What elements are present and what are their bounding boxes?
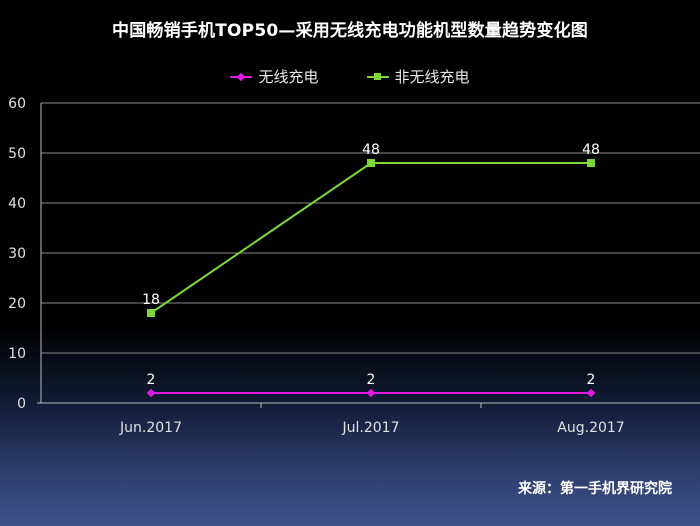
y-tick-label: 20	[8, 296, 26, 312]
x-tick-label: Aug.2017	[557, 420, 624, 436]
y-tick-label: 60	[8, 96, 26, 112]
source-note: 来源：第一手机界研究院	[518, 481, 672, 497]
legend-swatch-non-wireless	[366, 71, 389, 83]
data-label: 18	[142, 292, 160, 308]
data-point	[146, 388, 156, 398]
legend-label-wireless: 无线充电	[258, 68, 319, 86]
data-point	[147, 309, 155, 317]
x-tick-label: Jul.2017	[342, 420, 400, 436]
data-label: 48	[362, 142, 380, 158]
data-label: 2	[367, 372, 376, 388]
y-tick-label: 50	[8, 146, 26, 162]
legend-swatch-wireless	[230, 71, 253, 83]
legend-item-wireless: 无线充电	[230, 66, 319, 87]
legend-label-non-wireless: 非无线充电	[394, 68, 470, 86]
y-tick-label: 10	[8, 346, 26, 362]
data-point	[586, 388, 596, 398]
series-line-1	[150, 162, 591, 314]
legend-item-non-wireless: 非无线充电	[366, 66, 470, 87]
y-tick-label: 30	[8, 246, 26, 262]
chart-legend: 无线充电 非无线充电	[0, 66, 700, 87]
data-point	[587, 159, 595, 167]
data-label: 48	[582, 142, 600, 158]
data-point	[366, 388, 376, 398]
chart-title: 中国畅销手机TOP50—采用无线充电功能机型数量趋势变化图	[112, 21, 588, 41]
data-label: 2	[587, 372, 596, 388]
data-point	[367, 159, 375, 167]
y-tick-label: 0	[17, 396, 26, 412]
data-label: 2	[147, 372, 156, 388]
x-tick-label: Jun.2017	[119, 420, 182, 436]
y-tick-label: 40	[8, 196, 26, 212]
